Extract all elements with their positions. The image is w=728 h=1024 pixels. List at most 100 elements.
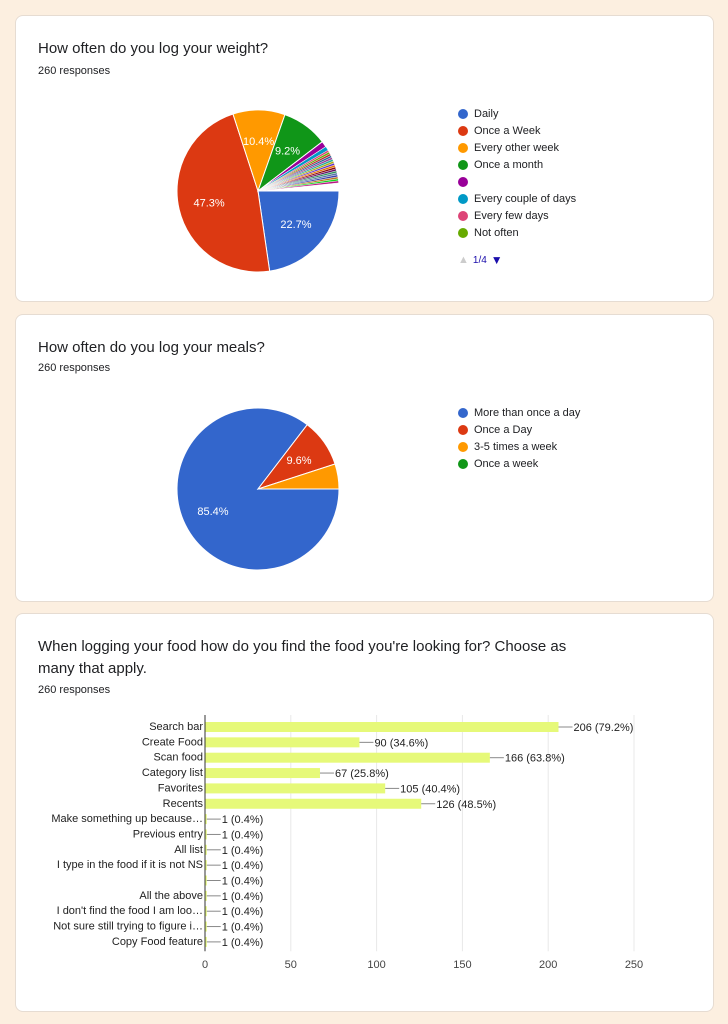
legend: Daily Once a Week Every other week Once a m… [458, 105, 576, 267]
data-label: 1 (0.4%) [222, 922, 264, 934]
data-label: 67 (25.8%) [335, 768, 389, 780]
pie-chart: 22.7% 47.3% 10.4%9.2% [176, 109, 340, 273]
bar[interactable] [205, 890, 207, 901]
category-label: All the above [139, 890, 203, 902]
slice-label: 22.7% [280, 219, 311, 231]
legend: More than once a day Once a Day 3-5 times … [458, 404, 580, 472]
category-label: Favorites [158, 782, 204, 794]
bar[interactable] [205, 844, 207, 855]
data-label: 166 (63.8%) [505, 753, 565, 765]
legend-swatch [458, 424, 468, 435]
pie-chart: 85.4% 9.6% [176, 407, 340, 571]
legend-item[interactable] [458, 173, 576, 190]
bar[interactable] [205, 829, 207, 840]
pie-slice[interactable] [257, 463, 340, 490]
bar[interactable] [205, 936, 207, 947]
data-label: 1 (0.4%) [222, 814, 264, 826]
legend-item[interactable]: Every other week [458, 139, 576, 156]
bar[interactable] [205, 752, 490, 763]
bar[interactable] [205, 722, 559, 732]
slice-label: 47.3% [193, 197, 224, 209]
bar[interactable] [205, 814, 207, 825]
slice-label: 9.6% [286, 455, 311, 467]
x-tick-label: 250 [625, 959, 643, 971]
legend-item[interactable]: 3-5 times a week [458, 438, 580, 455]
category-label: I don't find the food I am loo… [57, 905, 203, 917]
question-title: How often do you log your meals? [38, 339, 265, 356]
weight-question-card: How often do you log your weight? 260 re… [15, 15, 714, 302]
legend-swatch [458, 159, 468, 170]
legend-label: Not often [474, 226, 519, 239]
category-label: All list [174, 844, 203, 856]
category-label: Copy Food feature [112, 936, 203, 948]
data-label: 1 (0.4%) [222, 891, 264, 903]
legend-item[interactable]: More than once a day [458, 404, 580, 421]
response-count: 260 responses [38, 362, 111, 374]
bar[interactable] [205, 906, 207, 917]
legend-label: Once a month [474, 158, 544, 171]
legend-swatch [458, 142, 468, 153]
prev-page-icon[interactable]: ▲ [458, 254, 469, 266]
bar[interactable] [205, 875, 207, 886]
legend-label: Once a Day [474, 423, 533, 436]
legend-label: Daily [474, 107, 499, 120]
page-indicator: 1/4 [472, 254, 487, 266]
data-label: 1 (0.4%) [222, 937, 264, 949]
category-label: I type in the food if it is not NS [57, 859, 203, 871]
legend-swatch [458, 407, 468, 418]
legend-swatch [458, 210, 468, 221]
x-tick-label: 150 [453, 959, 471, 971]
legend-item[interactable]: Not often [458, 224, 576, 241]
legend-label: Once a Week [474, 124, 541, 137]
legend-item[interactable]: Every few days [458, 207, 576, 224]
response-count: 260 responses [38, 65, 111, 77]
legend-item[interactable]: Daily [458, 105, 576, 122]
category-label: Category list [142, 767, 203, 779]
legend-item[interactable]: Once a Day [458, 421, 580, 438]
response-count: 260 responses [38, 684, 111, 696]
question-title: How often do you log your weight? [38, 40, 269, 57]
x-tick-label: 0 [202, 959, 208, 971]
data-label: 90 (34.6%) [374, 737, 428, 749]
category-label: Recents [163, 798, 204, 810]
category-label: Create Food [142, 736, 203, 748]
category-label: Make something up because… [51, 813, 203, 825]
legend-swatch [458, 441, 468, 452]
legend-label: 3-5 times a week [474, 440, 558, 453]
x-tick-label: 100 [367, 959, 385, 971]
data-label: 105 (40.4%) [400, 783, 460, 795]
legend-swatch [458, 108, 468, 119]
slice-label: 85.4% [197, 506, 228, 518]
data-label: 1 (0.4%) [222, 906, 264, 918]
legend-item[interactable]: Once a Week [458, 122, 576, 139]
legend-item[interactable]: Every couple of days [458, 190, 576, 207]
legend-item[interactable]: Once a week [458, 455, 580, 472]
data-label: 1 (0.4%) [222, 845, 264, 857]
legend-label: Every couple of days [474, 192, 577, 205]
slice-label: 10.4% [243, 136, 274, 148]
legend-label: Once a week [474, 457, 539, 470]
legend-label: Every other week [474, 141, 559, 154]
bar[interactable] [205, 921, 207, 932]
legend-item[interactable]: Once a month [458, 156, 576, 173]
slice-label: 9.2% [275, 145, 300, 157]
data-label: 1 (0.4%) [222, 876, 264, 888]
meals-question-card: How often do you log your meals? 260 res… [15, 314, 714, 602]
legend-swatch [458, 458, 468, 469]
legend-label: Every few days [474, 209, 549, 222]
x-tick-label: 50 [285, 959, 297, 971]
bar[interactable] [205, 768, 320, 779]
question-title: When logging your food how do you find t… [38, 638, 567, 677]
legend-swatch [458, 193, 468, 204]
bar[interactable] [205, 783, 386, 794]
legend-swatch [458, 125, 468, 136]
pie-slice[interactable] [176, 113, 271, 273]
bar[interactable] [205, 860, 207, 871]
bar[interactable] [205, 737, 360, 748]
next-page-icon[interactable]: ▼ [490, 253, 503, 267]
pie-slice[interactable] [257, 180, 339, 192]
bar[interactable] [205, 798, 422, 809]
category-label: Search bar [149, 721, 203, 733]
category-label: Previous entry [133, 828, 204, 840]
pie-slice[interactable] [257, 190, 340, 272]
